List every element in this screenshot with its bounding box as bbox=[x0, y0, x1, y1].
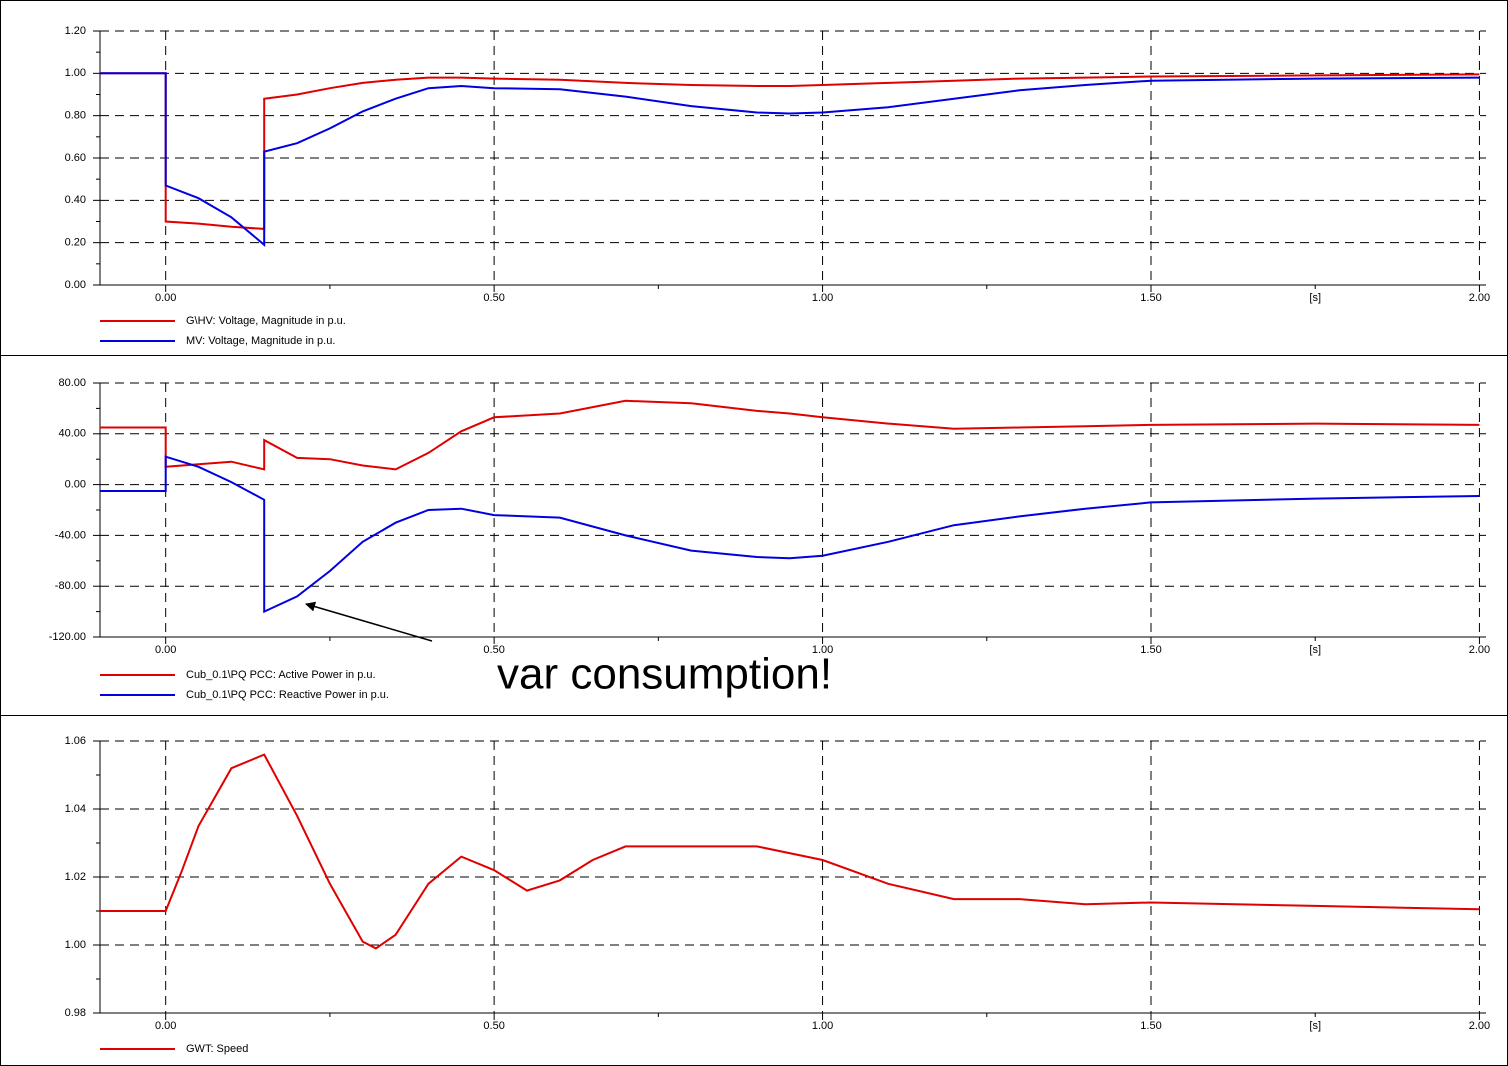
y-tick-label: -80.00 bbox=[55, 580, 86, 592]
x-tick-label: 0.50 bbox=[483, 292, 504, 304]
y-tick-label: 1.06 bbox=[65, 735, 86, 747]
x-tick-label: 0.50 bbox=[483, 1020, 504, 1032]
x-tick-label: 0.00 bbox=[155, 292, 176, 304]
y-tick-label: 1.00 bbox=[65, 939, 86, 951]
x-tick-label: 1.00 bbox=[812, 292, 833, 304]
y-tick-label: 1.00 bbox=[65, 67, 86, 79]
y-tick-label: 0.40 bbox=[65, 194, 86, 206]
x-tick-label: 1.00 bbox=[812, 1020, 833, 1032]
x-tick-label: 2.00 bbox=[1469, 1020, 1490, 1032]
series-line bbox=[100, 72, 1480, 247]
x-tick-label: 1.50 bbox=[1140, 644, 1161, 656]
y-tick-label: 40.00 bbox=[58, 428, 86, 440]
y-tick-label: 0.00 bbox=[65, 279, 86, 291]
legend-label: Cub_0.1\PQ PCC: Reactive Power in p.u. bbox=[186, 689, 389, 701]
annotation-arrow bbox=[305, 601, 433, 642]
x-axis-label: [s] bbox=[1309, 1020, 1321, 1032]
x-tick-label: 0.00 bbox=[155, 644, 176, 656]
y-tick-label: 80.00 bbox=[58, 377, 86, 389]
y-tick-label: 0.60 bbox=[65, 152, 86, 164]
legend-label: GWT: Speed bbox=[186, 1043, 248, 1055]
y-tick-label: 1.04 bbox=[65, 803, 86, 815]
legend-label: G\HV: Voltage, Magnitude in p.u. bbox=[186, 315, 346, 327]
y-tick-label: 0.20 bbox=[65, 237, 86, 249]
annotation: var consumption! bbox=[497, 650, 832, 699]
x-tick-label: 2.00 bbox=[1469, 292, 1490, 304]
legend-label: MV: Voltage, Magnitude in p.u. bbox=[186, 335, 335, 347]
y-tick-label: 1.02 bbox=[65, 871, 86, 883]
y-tick-label: 0.98 bbox=[65, 1007, 86, 1019]
y-tick-label: -40.00 bbox=[55, 529, 86, 541]
x-axis-label: [s] bbox=[1309, 644, 1321, 656]
y-tick-label: 0.00 bbox=[65, 479, 86, 491]
series-line bbox=[100, 753, 1480, 950]
x-tick-label: 1.00 bbox=[812, 644, 833, 656]
series-line bbox=[100, 399, 1480, 471]
x-axis-label: [s] bbox=[1309, 292, 1321, 304]
y-tick-label: -120.00 bbox=[49, 631, 86, 643]
x-tick-label: 2.00 bbox=[1469, 644, 1490, 656]
x-tick-label: 1.50 bbox=[1140, 1020, 1161, 1032]
y-tick-label: 0.80 bbox=[65, 110, 86, 122]
legend-label: Cub_0.1\PQ PCC: Active Power in p.u. bbox=[186, 669, 376, 681]
x-tick-label: 1.50 bbox=[1140, 292, 1161, 304]
x-tick-label: 0.50 bbox=[483, 644, 504, 656]
series-line bbox=[100, 455, 1480, 614]
y-tick-label: 1.20 bbox=[65, 25, 86, 37]
x-tick-label: 0.00 bbox=[155, 1020, 176, 1032]
